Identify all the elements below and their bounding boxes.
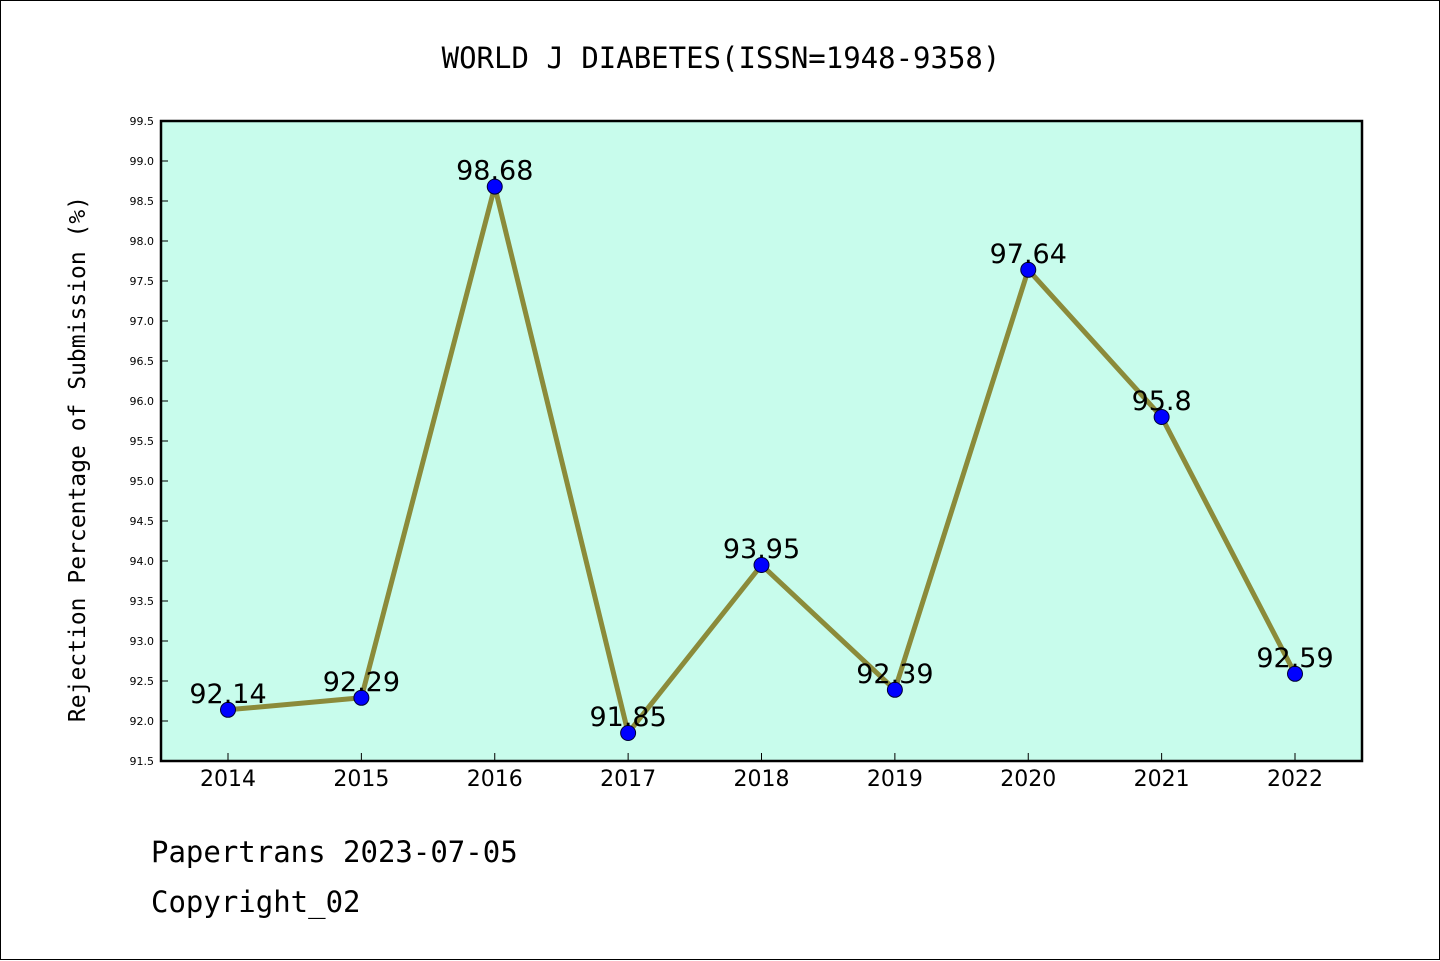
x-tick-label: 2017	[600, 767, 656, 792]
data-point	[486, 178, 503, 195]
y-axis: 91.5 92.0 92.5 93.0 93.5 94.0 94.5 95.0 95.5 96.0…	[130, 115, 168, 768]
y-tick-label: 92.5	[130, 675, 155, 688]
data-point	[220, 701, 236, 718]
y-tick-label: 93.5	[130, 595, 155, 608]
x-tick-label: 2014	[200, 767, 256, 792]
data-label: 92.39	[856, 659, 933, 690]
y-tick-label: 95.5	[130, 435, 155, 448]
series-markers	[220, 178, 1303, 741]
y-tick-label: 92.0	[130, 715, 155, 728]
y-tick-label: 95.0	[130, 475, 155, 488]
y-tick-label: 99.0	[130, 155, 155, 168]
data-label: 91.85	[589, 702, 666, 733]
y-tick-label: 97.5	[130, 275, 155, 288]
y-tick-label: 96.0	[130, 395, 155, 408]
data-point	[620, 725, 637, 741]
y-tick-label: 94.0	[130, 555, 155, 568]
x-tick-label: 2016	[467, 767, 523, 792]
y-tick-label: 93.0	[130, 635, 155, 648]
plot-area	[159, 119, 1364, 763]
data-label: 92.59	[1256, 643, 1333, 674]
y-axis-label: Rejection Percentage of Submission (%)	[65, 196, 91, 722]
data-labels: 92.14 92.29 98.68 91.85 93.95 92.39 97.64 95.8 9…	[189, 156, 1333, 733]
footer-copyright: Copyright_02	[151, 885, 361, 919]
y-tick-label: 98.0	[130, 235, 155, 248]
chart-title: WORLD J DIABETES(ISSN=1948-9358)	[442, 41, 1001, 75]
x-tick-label: 2021	[1134, 767, 1190, 792]
y-tick-label: 98.5	[130, 195, 155, 208]
data-point	[353, 689, 370, 706]
data-point	[886, 681, 903, 698]
footer-date: Papertrans 2023-07-05	[151, 835, 518, 869]
data-point	[1287, 665, 1303, 682]
data-label: 98.68	[456, 156, 533, 187]
x-tick-label: 2015	[333, 767, 389, 792]
data-point	[753, 557, 770, 573]
x-tick-label: 2020	[1000, 767, 1056, 792]
y-tick-label: 99.5	[130, 115, 155, 128]
data-label: 93.95	[723, 534, 800, 565]
data-label: 95.8	[1132, 386, 1192, 417]
data-label: 92.29	[323, 667, 400, 698]
data-label: 97.64	[990, 239, 1067, 270]
data-point	[1020, 261, 1037, 278]
y-tick-label: 96.5	[130, 355, 155, 368]
y-tick-label: 97.0	[130, 315, 155, 328]
y-tick-label: 91.5	[130, 755, 155, 768]
x-tick-label: 2022	[1267, 767, 1323, 792]
data-point	[1153, 409, 1170, 425]
y-tick-label: 94.5	[130, 515, 155, 528]
x-axis: 2014 2015 2016 2017 2018 2019 2020 2021 2022	[200, 753, 1323, 792]
data-label: 92.14	[189, 679, 266, 710]
x-tick-label: 2018	[734, 767, 790, 792]
x-tick-label: 2019	[867, 767, 923, 792]
